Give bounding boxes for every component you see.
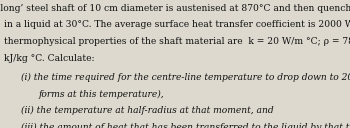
Text: in a liquid at 30°C. The average surface heat transfer coefficient is 2000 W/m² : in a liquid at 30°C. The average surface… xyxy=(4,20,350,29)
Text: thermophysical properties of the shaft material are  k = 20 W/m °C; ρ = 7800 kg/: thermophysical properties of the shaft m… xyxy=(4,37,350,46)
Text: (iii) the amount of heat that has been transferred to the liquid by that time pe: (iii) the amount of heat that has been t… xyxy=(21,123,350,128)
Text: A ‘long’ steel shaft of 10 cm diameter is austenised at 870°C and then quenched: A ‘long’ steel shaft of 10 cm diameter i… xyxy=(0,4,350,13)
Text: kJ/kg °C. Calculate:: kJ/kg °C. Calculate: xyxy=(4,54,94,63)
Text: (ii) the temperature at half-radius at that moment, and: (ii) the temperature at half-radius at t… xyxy=(21,106,274,115)
Text: (i) the time required for the centre-line temperature to drop down to 200°C (mar: (i) the time required for the centre-lin… xyxy=(21,73,350,82)
Text: forms at this temperature),: forms at this temperature), xyxy=(38,90,164,99)
